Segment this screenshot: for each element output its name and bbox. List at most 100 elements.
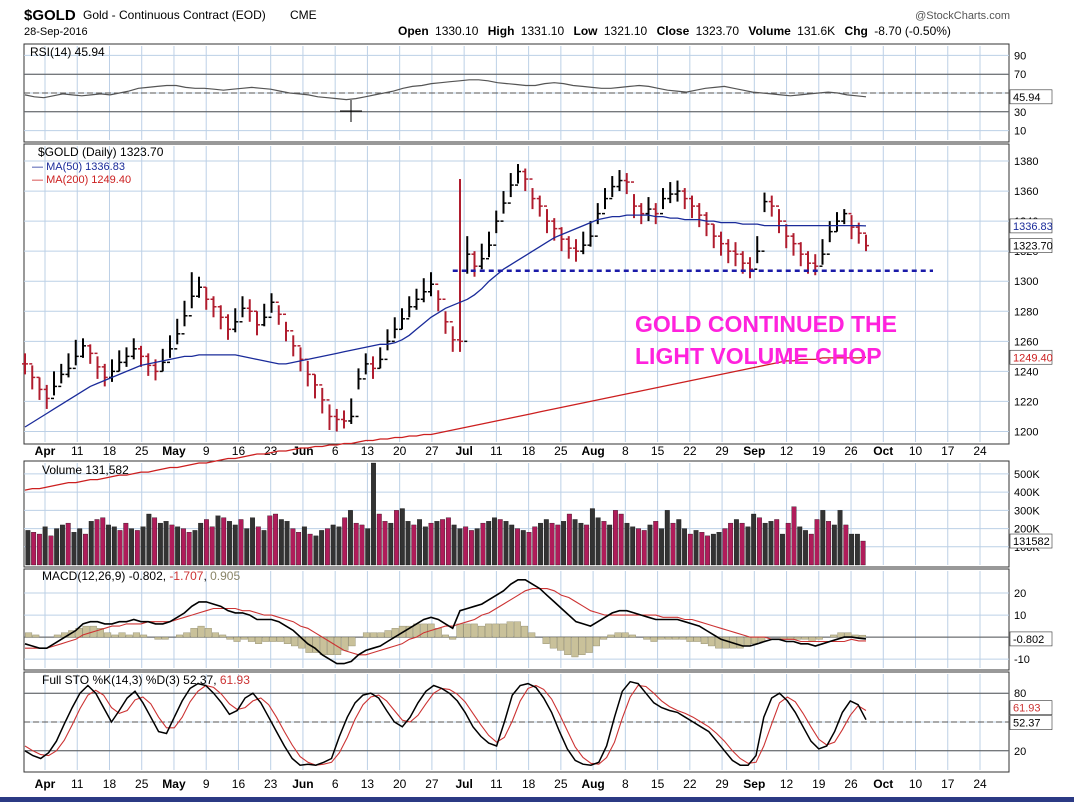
sto-title-name: Full STO %K(14,3) %D(3)	[42, 673, 180, 687]
macd-histogram-bar	[298, 636, 306, 649]
macd-histogram-bar	[406, 625, 414, 638]
y-tick-label: 1280	[1014, 306, 1038, 318]
x-tick-label: 25	[135, 444, 149, 458]
volume-bar	[157, 522, 163, 566]
volume-bar	[186, 532, 192, 566]
volume-bar	[595, 517, 601, 566]
volume-bar	[204, 519, 209, 566]
ma50-legend-label: MA(50) 1336.83	[46, 161, 125, 173]
x-tick-label: 19	[812, 777, 826, 791]
volume-bar	[445, 517, 451, 566]
volume-bar	[215, 515, 221, 566]
macd-histogram-bar	[326, 636, 334, 655]
volume-bar	[399, 508, 405, 566]
x-tick-label: Jul	[455, 444, 472, 458]
volume-bar	[797, 526, 803, 566]
volume-title: Volume 131,582	[42, 463, 129, 477]
value-tag-box	[1009, 715, 1053, 730]
x-tick-label: 10	[909, 444, 923, 458]
value-tag: 1249.40	[1013, 352, 1053, 364]
volume-bar	[705, 535, 711, 566]
x-tick-label: 27	[425, 444, 439, 458]
x-tick-label: 11	[71, 444, 84, 458]
y-tick-label: 400K	[1014, 487, 1040, 499]
macd-histogram-bar	[743, 636, 751, 647]
volume-bar	[244, 528, 250, 566]
volume-bar	[31, 532, 37, 566]
macd-histogram-bar	[564, 636, 572, 655]
value-tag: 131582	[1013, 536, 1050, 548]
volume-bar	[785, 522, 791, 566]
volume-bar	[555, 524, 561, 566]
volume-bar	[757, 517, 762, 566]
volume-bar	[612, 510, 618, 566]
macd-histogram-bar	[190, 628, 198, 638]
x-tick-label: 20	[393, 777, 407, 791]
volume-bar	[25, 530, 31, 566]
volume-bar	[808, 533, 814, 566]
x-tick-label: Oct	[873, 444, 893, 458]
x-tick-label: 20	[393, 444, 407, 458]
volume-bar	[163, 521, 169, 566]
x-tick-label: 26	[844, 777, 858, 791]
volume-bar	[394, 510, 399, 566]
macd-histogram-bar	[736, 636, 744, 649]
volume-bar	[129, 528, 134, 566]
ma200-line	[24, 356, 867, 491]
volume-bar	[83, 533, 88, 566]
macd-histogram-bar	[477, 625, 485, 638]
x-tick-label: 8	[622, 777, 629, 791]
volume-bar	[670, 522, 676, 566]
macd-histogram-bar	[600, 636, 608, 640]
y-tick-label: 90	[1014, 50, 1026, 62]
sto-k-value: 52.37	[183, 673, 213, 687]
macd-histogram-bar	[815, 636, 823, 640]
ma200-legend: — MA(200) 1249.40	[32, 174, 131, 186]
volume-bar	[463, 526, 469, 566]
volume-bar	[728, 522, 734, 566]
value-tag-box	[1009, 238, 1053, 253]
macd-histogram-bar	[557, 636, 565, 651]
macd-histogram-bar	[104, 632, 112, 638]
macd-histogram-bar	[255, 636, 263, 644]
volume-label: Volume	[748, 24, 791, 38]
macd-histogram-bar	[348, 636, 356, 647]
rsi-title: RSI(14) 45.94	[30, 45, 105, 59]
open-value: 1330.10	[435, 24, 479, 38]
volume-bar	[682, 528, 687, 566]
x-tick-label: 10	[909, 777, 923, 791]
macd-histogram-bar	[118, 632, 126, 638]
volume-bar	[486, 521, 492, 566]
macd-histogram-bar	[53, 634, 61, 638]
volume-bar	[376, 513, 382, 566]
x-tick-label: Aug	[581, 777, 604, 791]
macd-histogram-bar	[442, 634, 449, 638]
macd-histogram-bar	[319, 636, 327, 655]
volume-bar	[745, 526, 751, 566]
x-tick-label: 6	[332, 444, 339, 458]
x-tick-label: 25	[135, 777, 149, 791]
volume-bar	[65, 522, 71, 566]
volume-value: 131.6K	[797, 24, 835, 38]
macd-histogram-bar	[276, 636, 284, 642]
macd-histogram-bar	[592, 636, 600, 647]
y-tick-label: 10	[1014, 610, 1026, 622]
volume-panel	[23, 460, 1010, 568]
volume-bar	[250, 517, 255, 566]
value-tag-box	[1009, 700, 1053, 715]
volume-bar	[618, 513, 624, 566]
macd-histogram-bar	[470, 623, 478, 638]
volume-bar	[480, 522, 486, 566]
macd-histogram-bar	[211, 632, 219, 638]
macd-histogram-bar	[578, 636, 586, 655]
volume-bar	[146, 513, 152, 566]
macd-histogram-bar	[291, 636, 299, 647]
volume-bar	[88, 521, 94, 566]
volume-bar	[607, 524, 613, 566]
x-tick-label: 25	[554, 444, 568, 458]
volume-bar	[434, 521, 440, 566]
low-label: Low	[574, 24, 599, 38]
macd-histogram-bar	[269, 636, 277, 642]
x-tick-label: 23	[264, 444, 278, 458]
